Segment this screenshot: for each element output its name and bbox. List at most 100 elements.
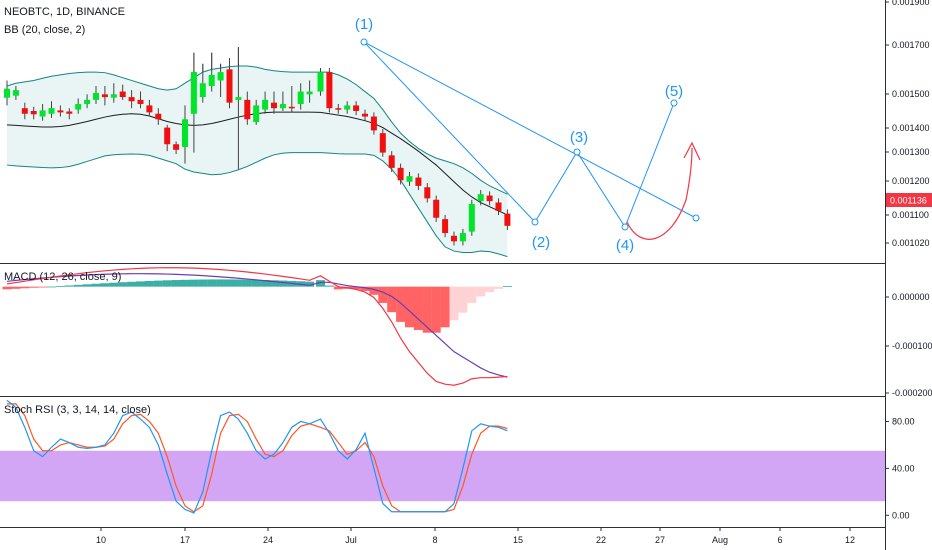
history-candle[interactable] [4, 88, 10, 98]
history-candle[interactable] [199, 83, 206, 98]
history-candle[interactable] [84, 99, 91, 105]
wave-label: (2) [532, 234, 550, 251]
wave-point-handle[interactable] [573, 148, 581, 156]
history-candle[interactable] [39, 110, 46, 117]
history-candle[interactable] [271, 102, 277, 109]
history-candle[interactable] [48, 108, 55, 114]
candle[interactable] [495, 202, 502, 211]
candle[interactable] [353, 105, 360, 111]
history-candle[interactable] [164, 127, 171, 145]
macd-histogram-bar [136, 281, 145, 287]
macd-histogram-bar [449, 286, 459, 321]
candle[interactable] [326, 72, 333, 109]
macd-histogram-bar [324, 285, 334, 287]
macd-histogram-bar [431, 286, 441, 333]
candle[interactable] [362, 113, 368, 117]
macd-histogram-bar [476, 286, 486, 297]
history-candle[interactable] [110, 94, 117, 98]
history-candle[interactable] [297, 91, 304, 105]
history-candle[interactable] [75, 104, 82, 110]
stoch-k-line[interactable] [6, 399, 508, 514]
macd-signal-line[interactable] [6, 273, 508, 378]
history-candle[interactable] [279, 104, 286, 109]
history-candle[interactable] [155, 113, 162, 120]
candle[interactable] [415, 177, 422, 186]
stoch-legend[interactable]: Stoch RSI (3, 3, 14, 14, close) [4, 404, 151, 416]
stoch-rsi-pane[interactable] [0, 399, 885, 514]
candle[interactable] [344, 105, 351, 110]
candle[interactable] [433, 199, 440, 218]
candle[interactable] [477, 194, 484, 202]
bb-legend[interactable]: BB (20, close, 2) [4, 24, 85, 36]
history-candle[interactable] [190, 72, 197, 114]
candle[interactable] [451, 235, 457, 242]
bb-lower-line[interactable] [6, 152, 508, 258]
macd-line[interactable] [6, 267, 508, 386]
macd-histogram-bar [305, 281, 315, 287]
symbol-title[interactable]: NEOBTC, 1D, BINANCE [4, 6, 125, 18]
candle[interactable] [370, 116, 377, 131]
price-pane[interactable]: (1) (2) (3) (4) (5) [4, 16, 701, 258]
history-candle[interactable] [57, 110, 64, 113]
price-tick-label: 0.001400 [892, 123, 930, 133]
time-tick-label: 15 [513, 535, 523, 545]
candle[interactable] [424, 187, 431, 199]
history-candle[interactable] [93, 92, 99, 100]
macd-legend[interactable]: MACD (12, 26, close, 9) [4, 271, 121, 283]
time-tick-label: 12 [845, 535, 855, 545]
history-candle[interactable] [235, 97, 242, 100]
history-candle[interactable] [12, 90, 19, 96]
wave-point-handle[interactable] [670, 99, 678, 107]
history-candle[interactable] [244, 99, 251, 120]
elliott-wave-annotation[interactable]: (1) (2) (3) (4) (5) [355, 16, 701, 254]
history-candle[interactable] [182, 119, 188, 148]
candle[interactable] [317, 72, 324, 92]
candle[interactable] [486, 195, 493, 202]
history-candle[interactable] [306, 91, 313, 95]
history-candle[interactable] [66, 111, 73, 114]
wave-point-handle[interactable] [621, 223, 629, 231]
last-price-label: 0.001136 [890, 196, 927, 206]
macd-histogram-bar [82, 284, 92, 287]
history-candle[interactable] [119, 91, 126, 98]
history-candle[interactable] [217, 72, 224, 81]
history-candle[interactable] [208, 74, 215, 86]
history-candle[interactable] [173, 144, 180, 150]
history-candle[interactable] [262, 99, 269, 110]
history-candle[interactable] [101, 94, 108, 98]
candle[interactable] [406, 176, 413, 182]
macd-tick-label: 0.000000 [892, 292, 930, 302]
candle[interactable] [468, 203, 475, 232]
macd-histogram-bar [118, 282, 128, 287]
history-candle[interactable] [226, 69, 233, 103]
candle[interactable] [397, 167, 404, 181]
trend-line[interactable] [363, 41, 697, 219]
history-candle[interactable] [146, 105, 153, 113]
candle[interactable] [459, 233, 466, 242]
bb-upper-line[interactable] [6, 65, 508, 195]
candle[interactable] [442, 219, 449, 234]
projection-arrow[interactable] [626, 147, 693, 240]
history-candle[interactable] [128, 97, 135, 102]
candle[interactable] [388, 155, 395, 168]
history-candle[interactable] [137, 99, 144, 105]
macd-histogram-bar [127, 281, 137, 287]
candle[interactable] [379, 133, 386, 153]
macd-pane[interactable] [2, 267, 512, 386]
macd-histogram-bar [198, 279, 208, 287]
time-tick-label: Aug [712, 535, 728, 545]
history-candle[interactable] [30, 110, 37, 115]
macd-histogram-bar [405, 286, 414, 328]
history-candle[interactable] [288, 106, 295, 109]
history-candle[interactable] [253, 105, 260, 123]
candle[interactable] [335, 108, 342, 110]
macd-histogram-bar [251, 279, 261, 287]
candle[interactable] [504, 213, 511, 226]
stoch-band [0, 450, 885, 502]
wave-point-handle[interactable] [692, 214, 700, 222]
history-candle[interactable] [21, 108, 28, 114]
wave-point-handle[interactable] [531, 218, 539, 226]
stoch-tick-label: 40.00 [892, 463, 915, 473]
wave-point-handle[interactable] [360, 38, 368, 46]
